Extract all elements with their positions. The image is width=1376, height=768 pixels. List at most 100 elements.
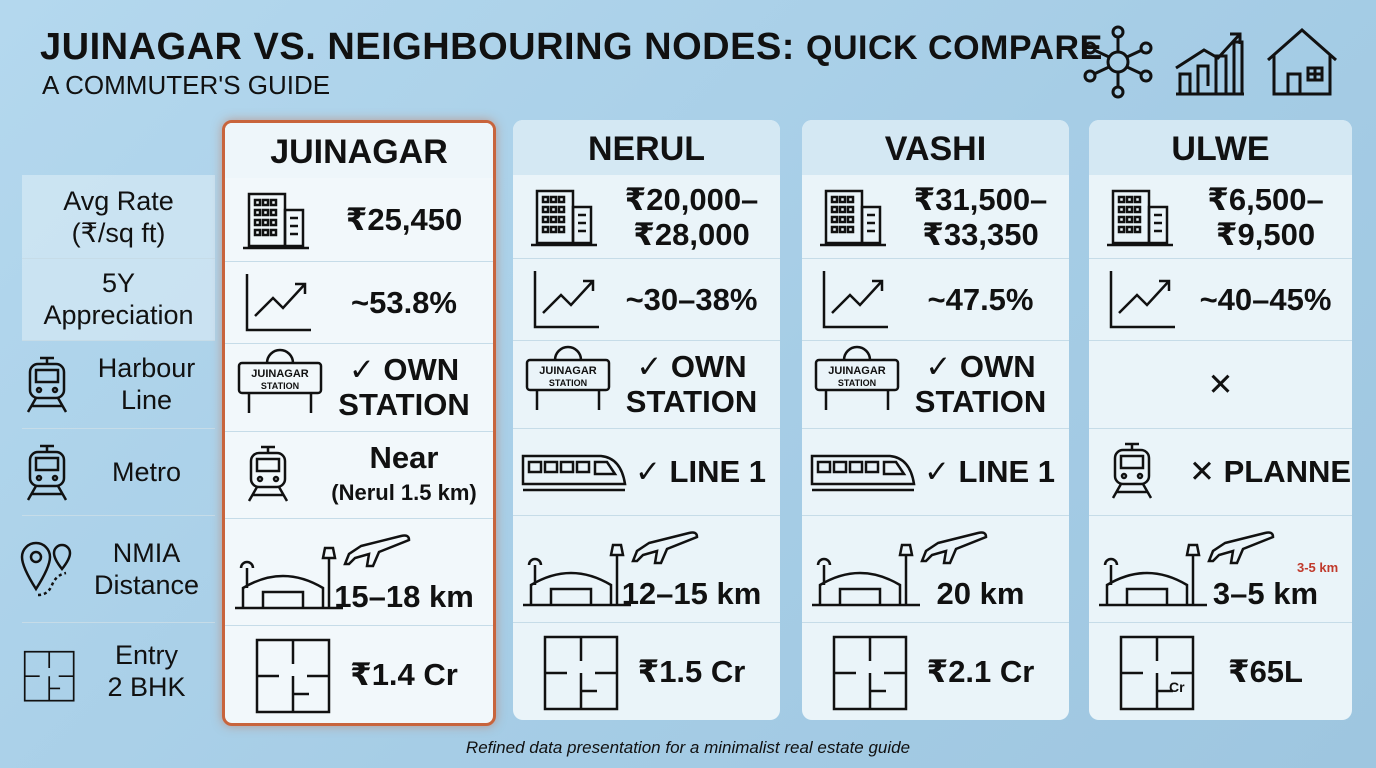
- row-separator: [1089, 622, 1352, 623]
- sign-text: JUINAGAR: [828, 365, 886, 377]
- cell-line: 12–15 km: [621, 576, 762, 611]
- airport-icon: [235, 534, 411, 610]
- cell-value: ~47.5%: [902, 282, 1059, 317]
- header-icons: [1083, 25, 1337, 99]
- cell-line: ₹20,000–: [624, 181, 759, 217]
- row-label-text: Avg Rate (₹/sq ft): [22, 185, 215, 249]
- cell-line: ~47.5%: [927, 281, 1034, 317]
- row-separator: [513, 428, 780, 429]
- cell-line: ✓ LINE 1: [923, 454, 1056, 489]
- cell-value: ₹6,500– ₹9,500: [1189, 182, 1342, 252]
- column-header: NERUL: [513, 120, 780, 175]
- row-icon-box: [20, 539, 78, 599]
- row-label-line: Line: [120, 385, 173, 415]
- row-separator: [513, 515, 780, 516]
- row-icon-box: [22, 641, 78, 702]
- row-separator: [1089, 258, 1352, 259]
- floor-plan-icon: [1119, 635, 1195, 711]
- sign-text: JUINAGAR: [539, 365, 597, 377]
- building-icon: [243, 192, 309, 249]
- column-card: VASHI ₹31,500– ₹33,350 ~47.5% JUINAGAR STATIO…: [802, 120, 1069, 720]
- cell-value: ₹1.4 Cr: [325, 657, 483, 692]
- cell-value: ✓ OWN STATION: [902, 349, 1059, 419]
- column-card: NERUL ₹20,000– ₹28,000 ~30–38% JUINAGAR STATI…: [513, 120, 780, 720]
- row-label-line: 2 BHK: [107, 672, 186, 702]
- cell-line: ₹1.5 Cr: [637, 653, 746, 689]
- row-label-line: Entry: [114, 640, 179, 670]
- cell-line: ✕: [1207, 366, 1234, 402]
- sign-text: STATION: [261, 381, 299, 391]
- cell-value: ✓ OWN STATION: [325, 352, 483, 422]
- cell-line: ₹33,350: [922, 216, 1039, 252]
- row-label: NMIA Distance: [20, 515, 215, 622]
- row-label-text: NMIA Distance: [78, 537, 215, 601]
- cell-value: ✓ LINE 1: [629, 454, 772, 489]
- cell-line: Near: [369, 439, 439, 475]
- label-band: [22, 175, 215, 340]
- growth-icon: [822, 271, 888, 329]
- row-label: 5Y Appreciation: [22, 258, 215, 340]
- cell-value: ₹20,000– ₹28,000: [613, 182, 770, 252]
- cell-value: ~30–38%: [613, 282, 770, 317]
- row-separator: [802, 622, 1069, 623]
- row-separator: [513, 258, 780, 259]
- row-separator: [513, 340, 780, 341]
- cell-line: ₹28,000: [633, 216, 750, 252]
- cell-line: ₹25,450: [345, 202, 463, 237]
- cell-value: 12–15 km: [613, 576, 770, 611]
- cell-line: ✓ OWN: [925, 349, 1036, 384]
- sign-text: STATION: [838, 378, 876, 388]
- row-separator: [22, 340, 215, 341]
- cell-value: ✕: [1089, 367, 1352, 402]
- row-icon: [26, 356, 68, 413]
- row-separator: [225, 431, 493, 432]
- cell-line: ✓ OWN: [636, 349, 747, 384]
- growth-icon: [533, 271, 599, 329]
- cell-line: ₹65L: [1228, 653, 1303, 689]
- cell-line: ✓ LINE 1: [634, 454, 767, 489]
- row-separator: [802, 428, 1069, 429]
- cell-line: ₹9,500: [1215, 216, 1316, 252]
- row-separator: [513, 622, 780, 623]
- row-label: Entry 2 BHK: [22, 622, 215, 720]
- cell-line: (Nerul 1.5 km): [331, 479, 477, 505]
- cell-value: 3–5 km: [1189, 576, 1342, 611]
- cell-value: ₹1.5 Cr: [613, 654, 770, 689]
- cell-value: ~40–45%: [1189, 282, 1342, 317]
- metro-train-icon: [521, 454, 627, 491]
- cell-value: ₹65L: [1189, 654, 1342, 689]
- row-separator: [22, 258, 215, 259]
- cell-line: ✕ PLANNED: [1189, 454, 1352, 489]
- building-icon: [820, 189, 886, 246]
- row-separator: [22, 515, 215, 516]
- cell-line: ~53.8%: [350, 284, 457, 320]
- building-icon: [531, 189, 597, 246]
- row-separator: [225, 518, 493, 519]
- cell-value: ✓ LINE 1: [918, 454, 1061, 489]
- cell-line: STATION: [625, 384, 758, 419]
- sign-text: JUINAGAR: [251, 368, 309, 380]
- row-icon: [23, 650, 75, 702]
- cell-line: ₹1.4 Cr: [350, 656, 458, 692]
- cell-line: ~30–38%: [625, 281, 758, 317]
- cell-line: ₹2.1 Cr: [926, 653, 1035, 689]
- growth-icon: [245, 274, 311, 332]
- airport-icon: [523, 531, 699, 607]
- row-label: Metro: [22, 428, 215, 515]
- column-header: JUINAGAR: [225, 123, 493, 178]
- subtitle: A COMMUTER'S GUIDE: [42, 70, 331, 100]
- row-separator: [802, 515, 1069, 516]
- cell-line: 15–18 km: [334, 579, 474, 614]
- sign-text: STATION: [549, 378, 587, 388]
- plan-badge: Cr: [1169, 679, 1185, 695]
- row-label-text: Metro: [78, 456, 215, 488]
- row-icon-box: [22, 442, 78, 502]
- row-label-line: Metro: [111, 456, 182, 487]
- train-icon: [1111, 442, 1153, 499]
- floor-plan-icon: [255, 638, 331, 714]
- cell-value: 20 km: [902, 576, 1059, 611]
- cell-line: ₹6,500–: [1207, 181, 1324, 217]
- floor-plan-icon: [543, 635, 619, 711]
